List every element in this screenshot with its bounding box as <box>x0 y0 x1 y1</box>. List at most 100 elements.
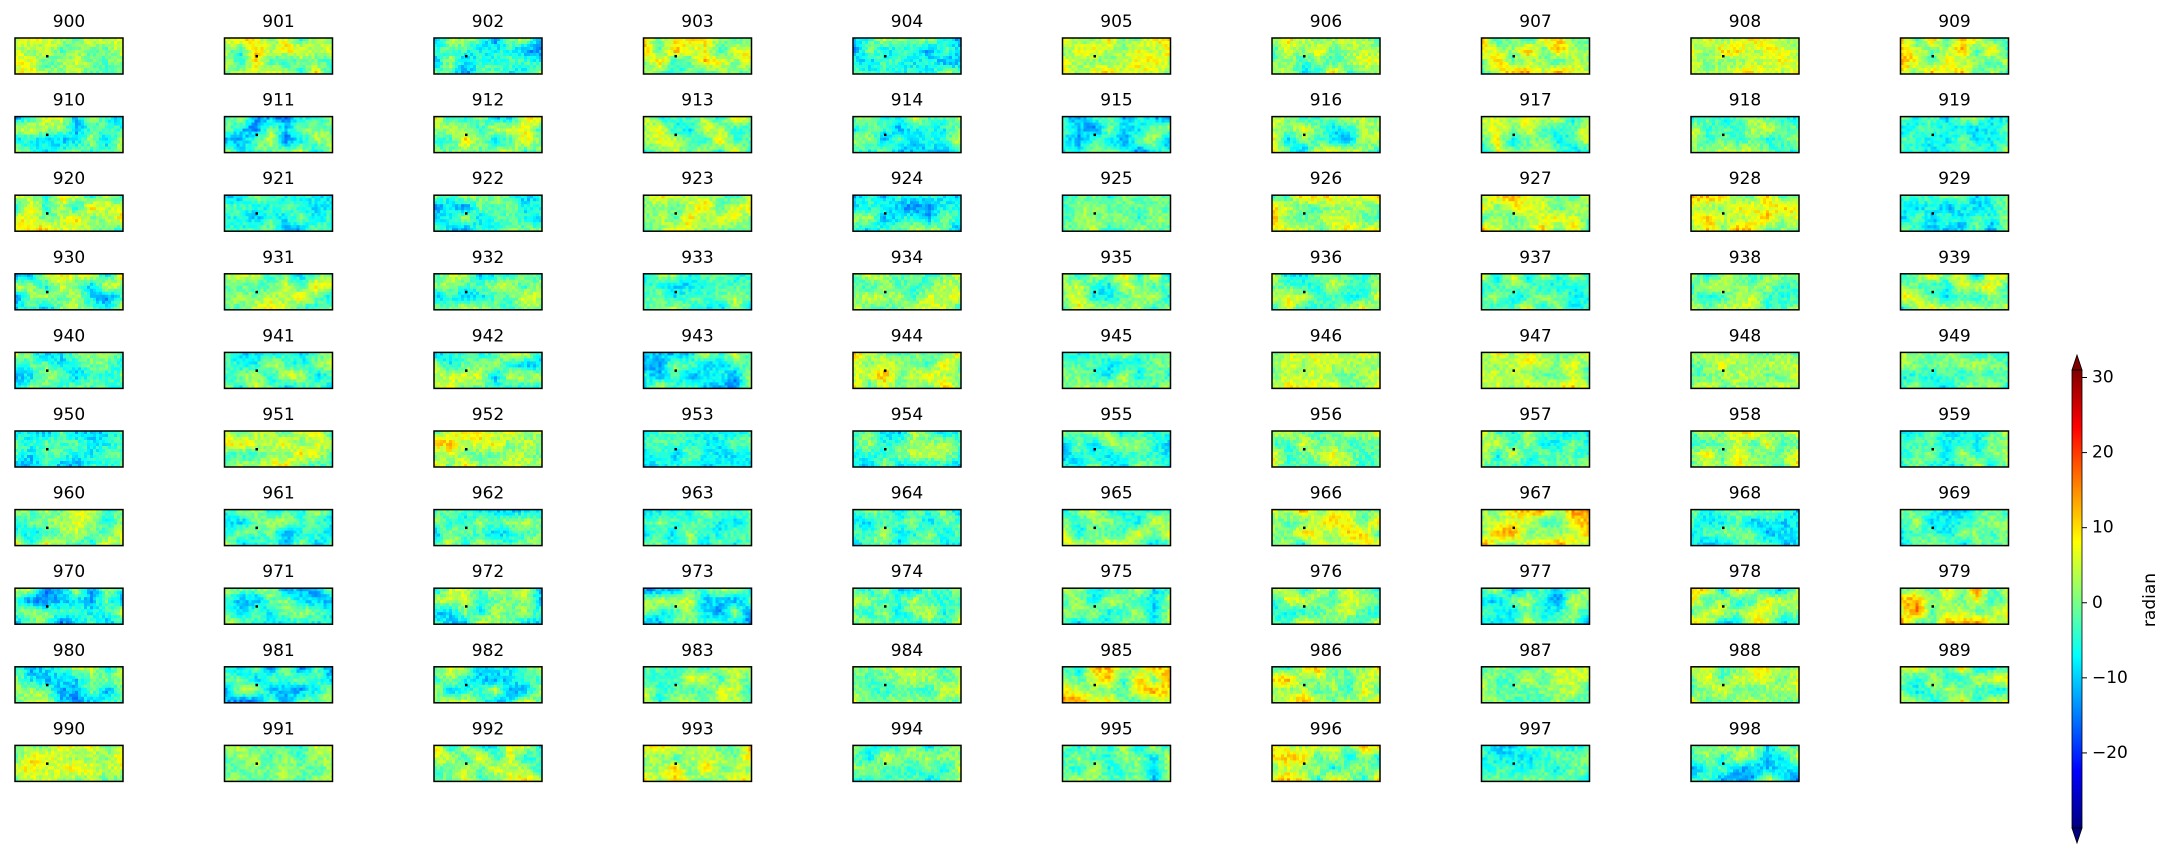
image-pixel <box>66 62 69 65</box>
image-pixel <box>105 59 108 62</box>
image-pixel <box>36 47 39 50</box>
image-pixel <box>294 41 297 44</box>
image-pixel <box>321 41 324 44</box>
panel-marker <box>256 55 259 58</box>
image-pixel <box>60 62 63 65</box>
image-pixel <box>518 47 521 50</box>
image-pixel <box>93 50 96 53</box>
image-pixel <box>270 50 273 53</box>
image-pixel <box>327 47 330 50</box>
image-pixel <box>446 47 449 50</box>
image-pixel <box>515 47 518 50</box>
image-pixel <box>72 41 75 44</box>
image-pixel <box>42 56 45 59</box>
image-pixel <box>114 59 117 62</box>
image-pixel <box>51 47 54 50</box>
image-pixel <box>294 47 297 50</box>
image-pixel <box>443 56 446 59</box>
image-pixel <box>90 53 93 56</box>
image-pixel <box>39 47 42 50</box>
image-pixel <box>261 65 264 68</box>
image-pixel <box>33 59 36 62</box>
image-pixel <box>327 41 330 44</box>
image-pixel <box>75 50 78 53</box>
image-pixel <box>318 62 321 65</box>
image-pixel <box>36 68 39 71</box>
image-pixel <box>500 53 503 56</box>
image-pixel <box>527 44 530 47</box>
image-pixel <box>243 47 246 50</box>
image-pixel <box>261 50 264 53</box>
colorbar-label: radian <box>2140 573 2160 627</box>
image-pixel <box>93 62 96 65</box>
image-pixel <box>33 44 36 47</box>
image-pixel <box>461 50 464 53</box>
image-pixel <box>228 41 231 44</box>
image-pixel <box>473 47 476 50</box>
image-pixel <box>291 56 294 59</box>
image-pixel <box>306 59 309 62</box>
image-pixel <box>479 47 482 50</box>
image-pixel <box>315 50 318 53</box>
image-pixel <box>228 65 231 68</box>
image-pixel <box>99 56 102 59</box>
image-pixel <box>306 41 309 44</box>
image-pixel <box>318 59 321 62</box>
image-pixel <box>449 44 452 47</box>
image-pixel <box>90 56 93 59</box>
image-pixel <box>54 65 57 68</box>
image-pixel <box>18 65 21 68</box>
image-pixel <box>309 62 312 65</box>
image-pixel <box>81 62 84 65</box>
image-pixel <box>291 44 294 47</box>
image-pixel <box>267 62 270 65</box>
image-pixel <box>261 44 264 47</box>
image-pixel <box>294 68 297 71</box>
image-pixel <box>443 50 446 53</box>
image-pixel <box>530 41 533 44</box>
image-pixel <box>449 47 452 50</box>
image-pixel <box>87 56 90 59</box>
image-pixel <box>36 59 39 62</box>
image-pixel <box>527 53 530 56</box>
image-pixel <box>108 68 111 71</box>
image-pixel <box>240 59 243 62</box>
image-pixel <box>306 44 309 47</box>
image-pixel <box>66 44 69 47</box>
image-pixel <box>36 44 39 47</box>
image-pixel <box>473 41 476 44</box>
image-pixel <box>264 50 267 53</box>
image-pixel <box>99 59 102 62</box>
image-pixel <box>270 41 273 44</box>
image-pixel <box>488 47 491 50</box>
image-pixel <box>60 59 63 62</box>
image-pixel <box>282 59 285 62</box>
image-pixel <box>303 41 306 44</box>
image-pixel <box>306 62 309 65</box>
image-pixel <box>321 68 324 71</box>
image-pixel <box>114 65 117 68</box>
image-pixel <box>491 53 494 56</box>
image-pixel <box>303 44 306 47</box>
image-pixel <box>78 65 81 68</box>
image-pixel <box>521 44 524 47</box>
image-pixel <box>470 56 473 59</box>
panel-image <box>225 38 333 74</box>
image-pixel <box>81 44 84 47</box>
image-pixel <box>497 50 500 53</box>
image-pixel <box>327 65 330 68</box>
image-pixel <box>69 68 72 71</box>
image-pixel <box>285 62 288 65</box>
image-pixel <box>482 50 485 53</box>
image-pixel <box>24 47 27 50</box>
image-pixel <box>24 68 27 71</box>
image-pixel <box>449 56 452 59</box>
image-pixel <box>515 53 518 56</box>
image-pixel <box>318 47 321 50</box>
image-pixel <box>18 56 21 59</box>
image-pixel <box>93 53 96 56</box>
image-pixel <box>297 68 300 71</box>
image-pixel <box>57 41 60 44</box>
image-pixel <box>75 44 78 47</box>
image-pixel <box>234 59 237 62</box>
